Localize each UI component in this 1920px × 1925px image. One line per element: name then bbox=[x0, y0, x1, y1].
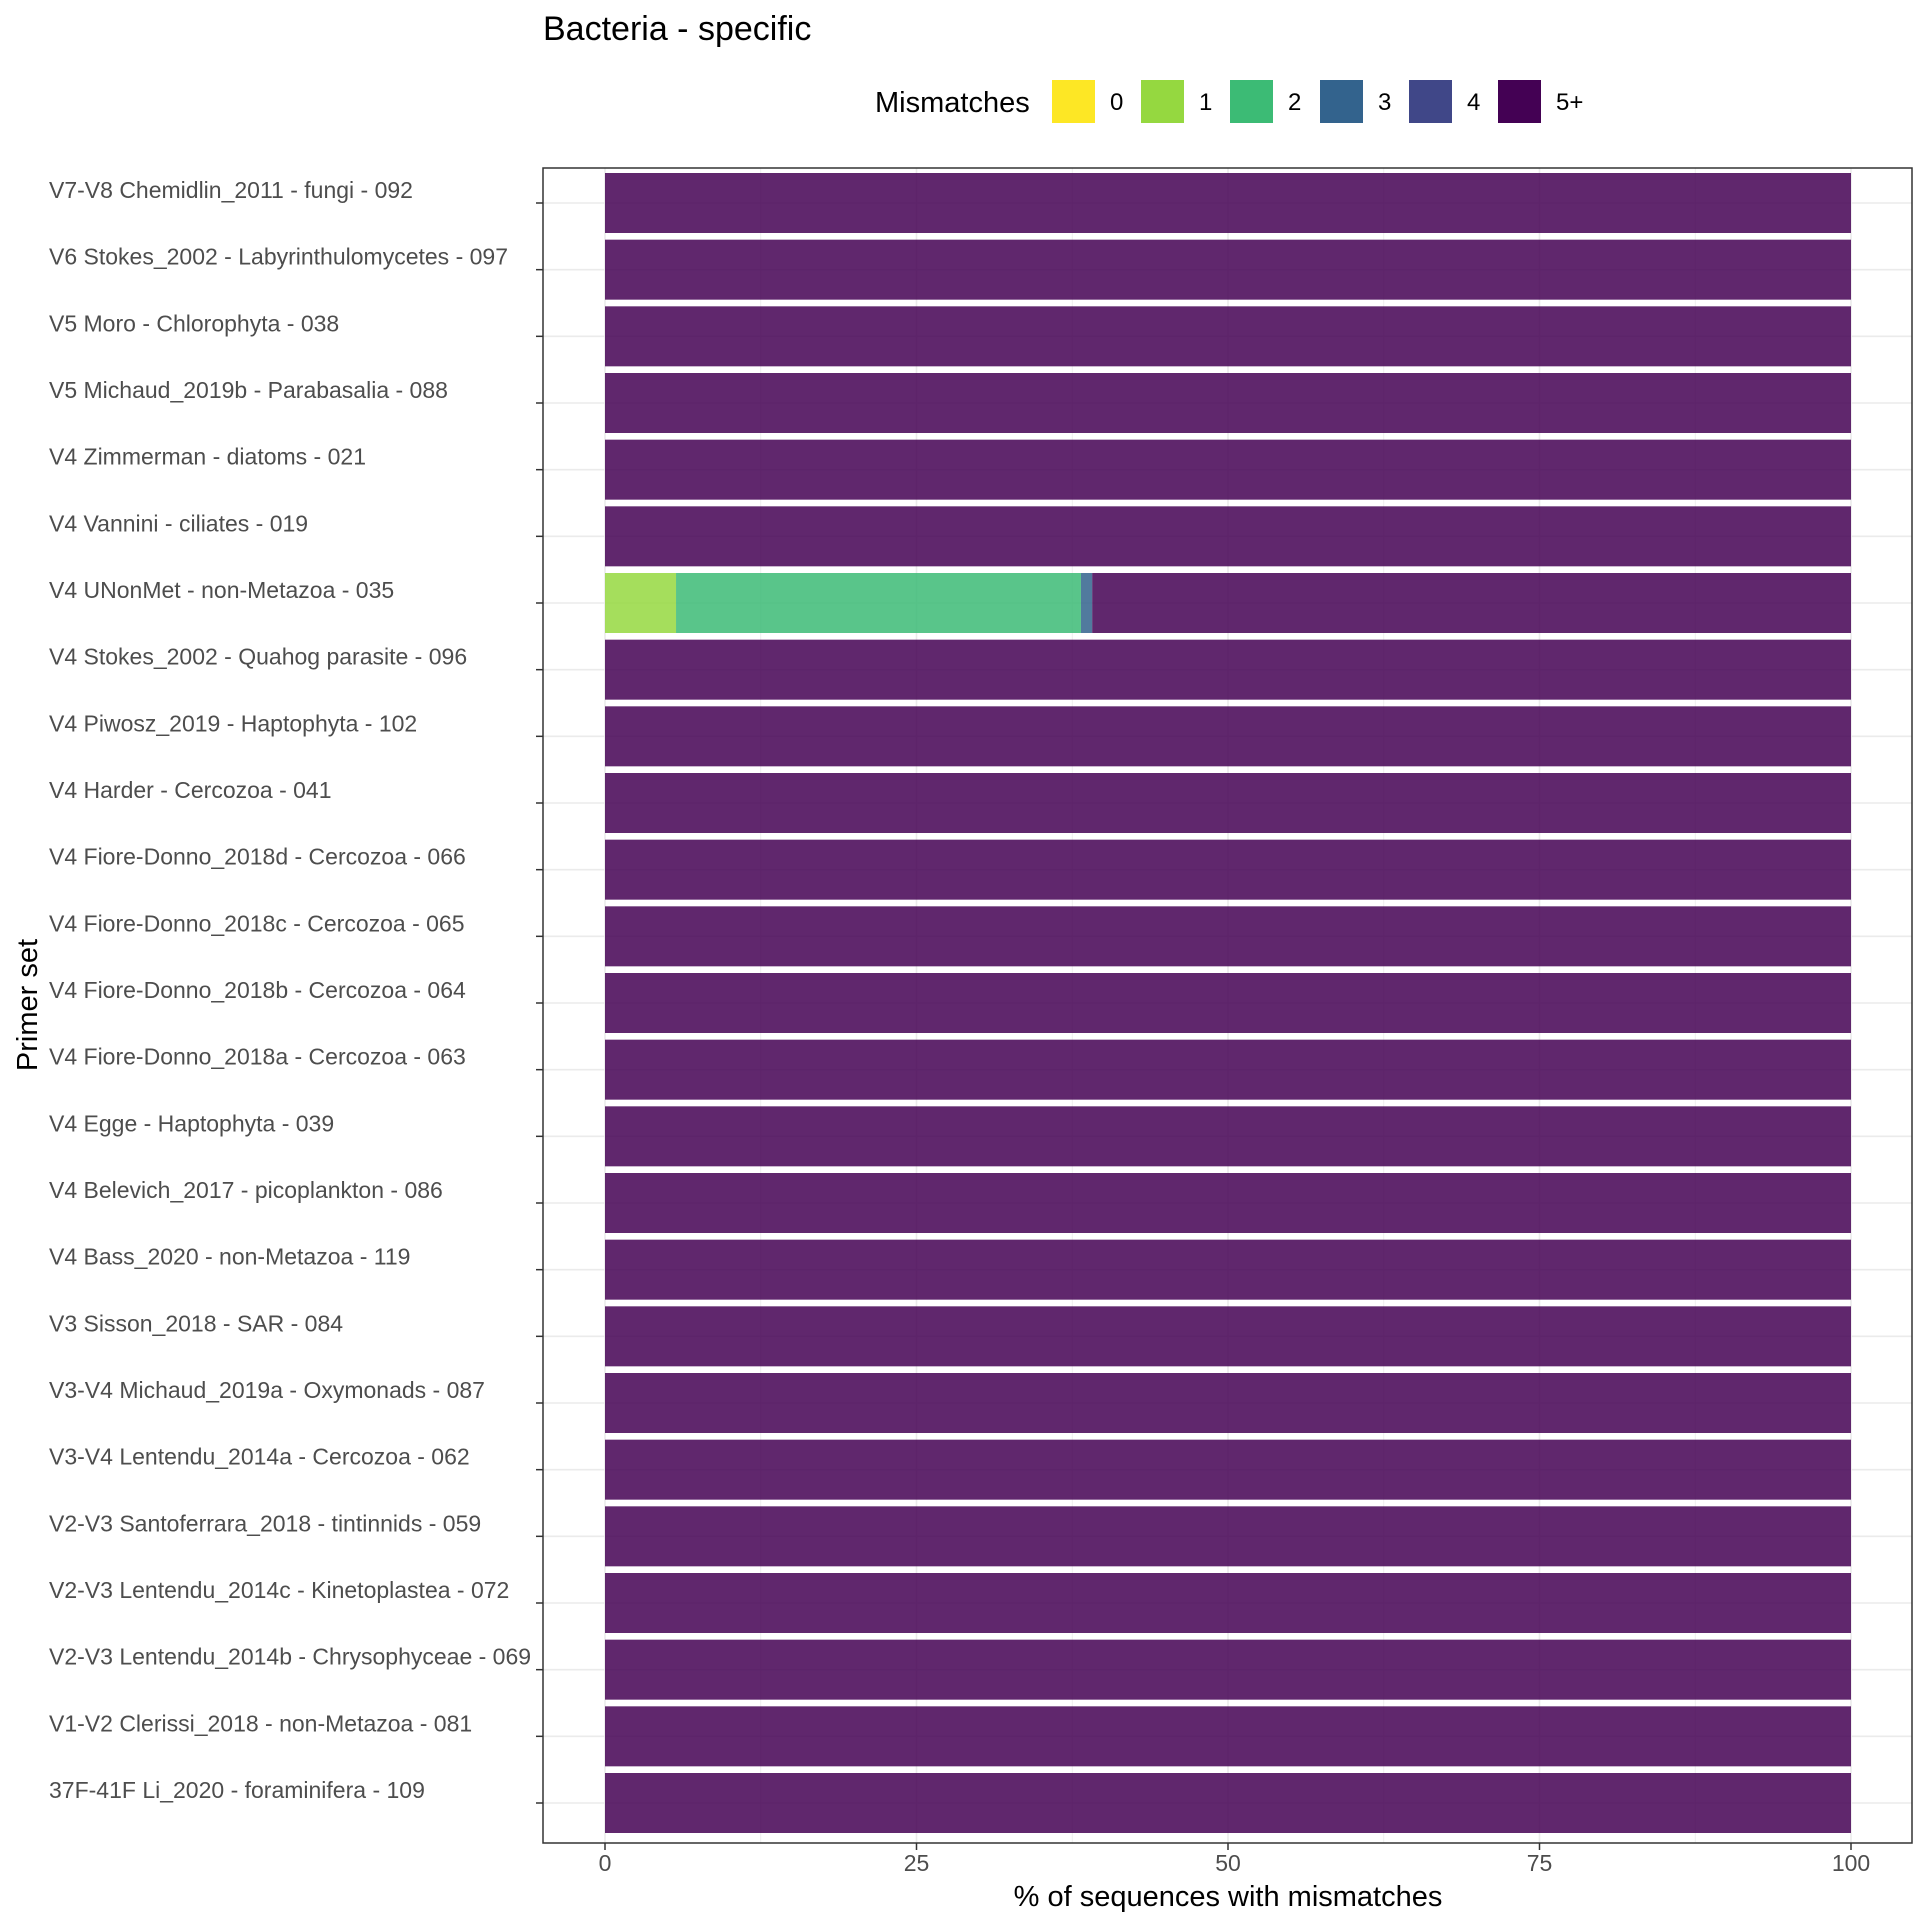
bar-segment bbox=[1092, 573, 1851, 633]
bar-segment bbox=[605, 1373, 1851, 1433]
y-tick-label: V5 Moro - Chlorophyta - 038 bbox=[49, 310, 339, 336]
bar-segment bbox=[605, 1506, 1851, 1567]
bar-group bbox=[605, 173, 1851, 1833]
y-tick-label: V4 Stokes_2002 - Quahog parasite - 096 bbox=[49, 644, 467, 670]
x-axis: 0 25 50 75 100 bbox=[599, 1843, 1870, 1876]
bar-segment bbox=[605, 773, 1851, 833]
legend-label: 1 bbox=[1199, 89, 1212, 116]
y-tick-label: V4 Piwosz_2019 - Haptophyta - 102 bbox=[49, 710, 417, 736]
legend-key-5plus bbox=[1498, 80, 1541, 123]
legend-key-4 bbox=[1409, 80, 1452, 123]
bar-segment bbox=[605, 973, 1851, 1033]
bar-segment bbox=[605, 639, 1851, 700]
bar-segment bbox=[605, 1573, 1851, 1633]
bar-segment bbox=[605, 839, 1851, 900]
y-tick-label: V4 UNonMet - non-Metazoa - 035 bbox=[49, 577, 394, 603]
legend-key-2 bbox=[1230, 80, 1273, 123]
bar-segment bbox=[676, 573, 1081, 633]
y-tick-label: V4 Harder - Cercozoa - 041 bbox=[49, 777, 332, 803]
legend-key-1 bbox=[1141, 80, 1184, 123]
plot-area bbox=[542, 167, 1913, 1844]
legend-label: 0 bbox=[1110, 89, 1123, 116]
bar-segment bbox=[605, 1173, 1851, 1233]
bar-segment bbox=[605, 439, 1851, 500]
y-tick-label: V4 Bass_2020 - non-Metazoa - 119 bbox=[49, 1244, 410, 1270]
bar-segment bbox=[605, 1039, 1851, 1100]
bar-segment bbox=[605, 1773, 1851, 1833]
legend-label: 5+ bbox=[1556, 89, 1583, 116]
legend: Mismatches 0 1 2 3 4 5+ bbox=[875, 80, 1583, 123]
bar-segment bbox=[605, 506, 1851, 567]
legend-key-3 bbox=[1320, 80, 1363, 123]
y-axis-title: Primer set bbox=[12, 939, 44, 1071]
y-axis: V7-V8 Chemidlin_2011 - fungi - 092 V6 Sto… bbox=[49, 177, 543, 1804]
x-tick-label: 0 bbox=[599, 1850, 612, 1876]
bar-segment bbox=[605, 1706, 1851, 1767]
bar-segment bbox=[605, 306, 1851, 367]
y-tick-label: V4 Zimmerman - diatoms - 021 bbox=[49, 444, 366, 470]
y-tick-label: V4 Fiore-Donno_2018a - Cercozoa - 063 bbox=[49, 1044, 466, 1070]
legend-label: 3 bbox=[1378, 89, 1391, 116]
y-tick-label: V4 Egge - Haptophyta - 039 bbox=[49, 1110, 334, 1136]
y-tick-label: V4 Fiore-Donno_2018b - Cercozoa - 064 bbox=[49, 977, 466, 1003]
y-tick-label: V2-V3 Lentendu_2014b - Chrysophyceae - 0… bbox=[49, 1644, 531, 1670]
bar-segment bbox=[605, 1306, 1851, 1367]
bar-segment bbox=[605, 706, 1851, 767]
bar-segment bbox=[605, 1106, 1851, 1167]
x-tick-label: 25 bbox=[904, 1850, 930, 1876]
bar-segment bbox=[605, 906, 1851, 967]
bar-segment bbox=[605, 1639, 1851, 1700]
y-tick-label: V4 Belevich_2017 - picoplankton - 086 bbox=[49, 1177, 443, 1203]
bar-segment bbox=[605, 373, 1851, 433]
y-tick-label: V2-V3 Lentendu_2014c - Kinetoplastea - 0… bbox=[49, 1577, 509, 1603]
x-tick-label: 100 bbox=[1832, 1850, 1870, 1876]
bar-segment bbox=[1080, 573, 1093, 633]
chart-title: Bacteria - specific bbox=[543, 10, 811, 48]
y-tick-label: V3 Sisson_2018 - SAR - 084 bbox=[49, 1310, 343, 1336]
y-tick-label: V7-V8 Chemidlin_2011 - fungi - 092 bbox=[49, 177, 413, 203]
y-tick-label: V3-V4 Michaud_2019a - Oxymonads - 087 bbox=[49, 1377, 485, 1403]
y-tick-label: V4 Fiore-Donno_2018d - Cercozoa - 066 bbox=[49, 844, 466, 870]
bar-segment bbox=[605, 1239, 1851, 1300]
bar-segment bbox=[605, 573, 677, 633]
y-tick-label: V1-V2 Clerissi_2018 - non-Metazoa - 081 bbox=[49, 1710, 472, 1736]
x-axis-title: % of sequences with mismatches bbox=[1014, 1881, 1443, 1913]
x-tick-label: 50 bbox=[1215, 1850, 1241, 1876]
x-tick-label: 75 bbox=[1527, 1850, 1553, 1876]
y-tick-label: V2-V3 Santoferrara_2018 - tintinnids - 0… bbox=[49, 1510, 481, 1536]
y-tick-label: 37F-41F Li_2020 - foraminifera - 109 bbox=[49, 1777, 425, 1803]
y-tick-label: V3-V4 Lentendu_2014a - Cercozoa - 062 bbox=[49, 1444, 470, 1470]
legend-title: Mismatches bbox=[875, 87, 1030, 119]
y-tick-label: V4 Fiore-Donno_2018c - Cercozoa - 065 bbox=[49, 910, 465, 936]
bar-segment bbox=[605, 239, 1851, 300]
y-tick-label: V4 Vannini - ciliates - 019 bbox=[49, 510, 308, 536]
y-tick-label: V6 Stokes_2002 - Labyrinthulomycetes - 0… bbox=[49, 244, 508, 270]
legend-label: 4 bbox=[1467, 89, 1480, 116]
bar-segment bbox=[605, 173, 1851, 233]
legend-label: 2 bbox=[1288, 89, 1301, 116]
bar-segment bbox=[605, 1439, 1851, 1500]
legend-key-0 bbox=[1052, 80, 1095, 123]
y-tick-label: V5 Michaud_2019b - Parabasalia - 088 bbox=[49, 377, 448, 403]
